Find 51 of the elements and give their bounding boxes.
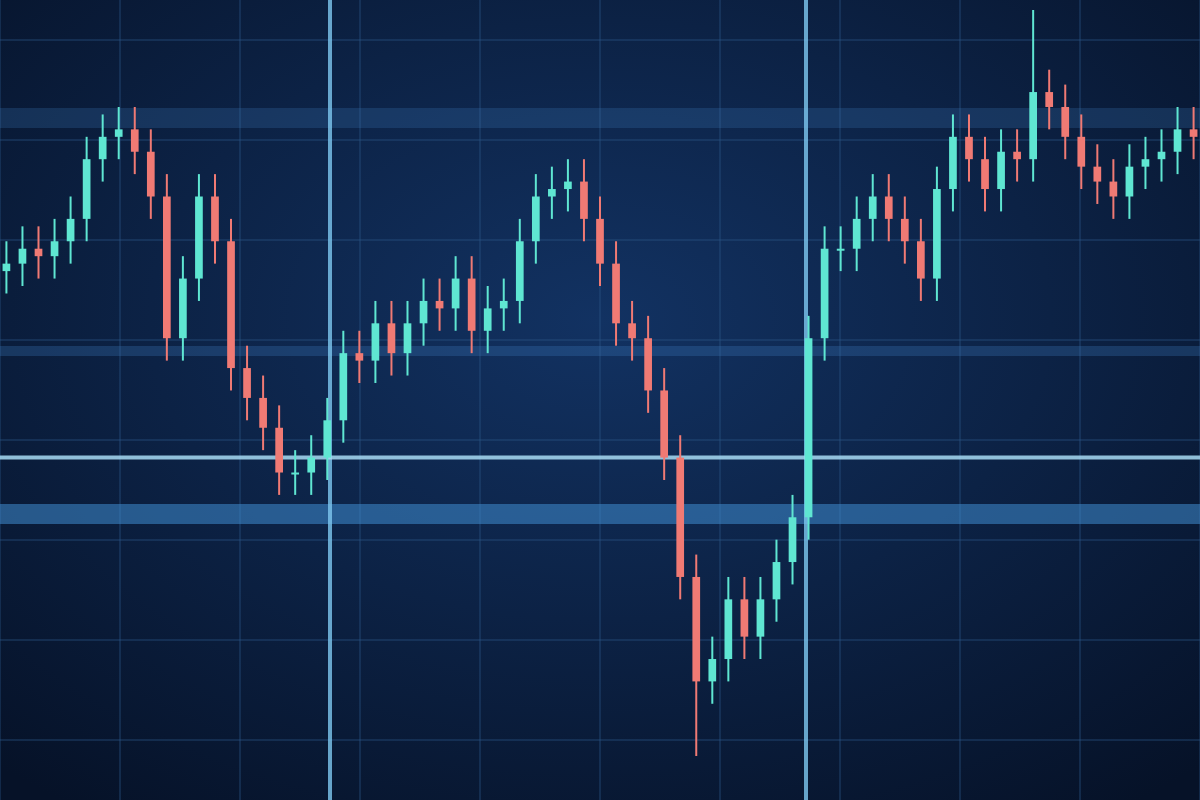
candlestick (66, 195, 75, 265)
candlestick (1045, 68, 1054, 131)
candlestick (259, 374, 267, 452)
candlestick (1077, 113, 1086, 191)
candlestick (772, 538, 781, 623)
candlestick (756, 575, 765, 661)
candlestick (211, 173, 219, 265)
candlestick (564, 158, 572, 213)
candlestick (740, 575, 749, 661)
candlestick (387, 299, 396, 377)
candlestick (1173, 105, 1182, 176)
candlestick (788, 493, 797, 586)
candlestick (146, 128, 155, 220)
candlestick (1109, 158, 1118, 220)
candlestick (580, 158, 588, 243)
candlestick (997, 128, 1005, 213)
candlestick (355, 329, 364, 384)
candlestick (419, 277, 428, 347)
candlestick (18, 225, 27, 288)
candlestick (900, 195, 909, 265)
candlestick (1061, 83, 1070, 161)
candlestick (323, 396, 332, 481)
candlestick (275, 404, 283, 496)
candlestick (98, 113, 107, 183)
candlestick (1141, 135, 1150, 191)
candlestick (483, 285, 492, 355)
candlestick (243, 344, 251, 422)
candlestick (548, 165, 556, 220)
candlestick (50, 217, 59, 280)
candlestick (836, 225, 845, 273)
candlestick (868, 173, 877, 243)
candlestick (917, 217, 925, 302)
candlestick (130, 105, 139, 176)
candlestick (884, 173, 893, 243)
candlestick (403, 299, 412, 377)
candlestick (531, 173, 540, 265)
candlestick (965, 113, 973, 183)
candlestick (981, 135, 989, 213)
candlestick (291, 449, 300, 496)
candlestick (628, 299, 636, 362)
candlestick (114, 105, 123, 161)
candlestick (596, 195, 604, 288)
candlestick (1189, 105, 1198, 161)
candlestick (499, 277, 508, 332)
candlestick (852, 195, 861, 273)
candlestick (1013, 128, 1021, 183)
candlestick (708, 635, 717, 705)
candlestick (1125, 143, 1134, 220)
candlestick (1093, 143, 1102, 205)
candlestick (307, 434, 316, 496)
candlestick (371, 299, 380, 384)
